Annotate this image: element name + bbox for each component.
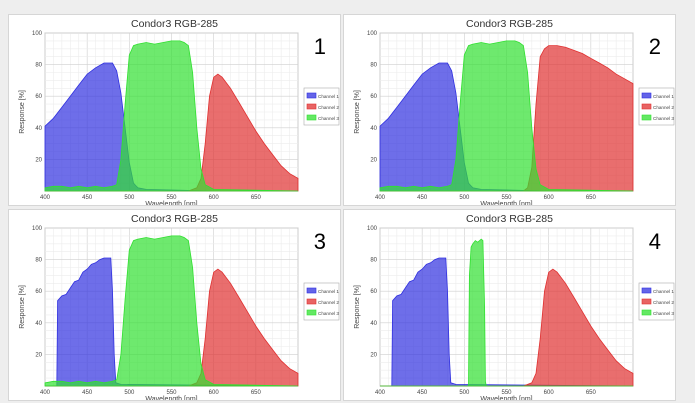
legend-entry: Channel 1 <box>318 94 339 99</box>
series-area-channel-3 <box>380 238 633 387</box>
y-tick-label: 100 <box>32 31 43 37</box>
legend-swatch <box>306 92 317 99</box>
x-tick-label: 600 <box>544 390 555 396</box>
x-tick-label: 500 <box>459 390 470 396</box>
y-axis-label: Response [%] <box>19 285 26 329</box>
legend-entry: Channel 2 <box>318 300 339 305</box>
series-area-channel-1 <box>45 257 299 387</box>
y-tick-label: 100 <box>367 226 378 232</box>
x-tick-label: 550 <box>166 195 177 201</box>
x-tick-label: 400 <box>40 390 51 396</box>
legend-entry: Channel 2 <box>318 105 339 110</box>
chart-title: Condor3 RGB-285 <box>131 18 218 30</box>
y-tick-label: 20 <box>35 157 42 163</box>
legend-swatch <box>641 114 652 121</box>
legend-entry: Channel 3 <box>653 116 674 121</box>
spectral-response-chart-2: 400 450 500 550 600 650 20 40 60 80 100 Wavelength … <box>354 31 674 206</box>
y-axis-label: Response [%] <box>354 285 361 329</box>
panel-number: 3 <box>313 229 326 254</box>
x-tick-label: 650 <box>251 195 262 201</box>
x-tick-label: 400 <box>375 390 386 396</box>
x-tick-label: 600 <box>209 195 220 201</box>
y-tick-label: 60 <box>370 94 377 100</box>
x-tick-label: 450 <box>82 195 93 201</box>
x-tick-label: 500 <box>124 390 135 396</box>
chart-panel-1: Condor3 RGB-285 1 400 450 500 550 600 650 20 40… <box>8 14 341 206</box>
y-tick-label: 80 <box>370 63 377 69</box>
series-area-channel-3 <box>44 235 299 387</box>
spectral-response-chart-1: 400 450 500 550 600 650 20 40 60 80 100 Wavelength … <box>19 31 339 206</box>
x-tick-label: 550 <box>501 390 512 396</box>
x-axis-label: Wavelength [nm] <box>145 396 197 401</box>
legend-swatch <box>641 92 652 99</box>
series-area-channel-2 <box>380 268 634 387</box>
y-axis-label: Response [%] <box>19 90 26 134</box>
legend-swatch <box>306 298 317 305</box>
chart-panel-4: Condor3 RGB-285 4 400 450 500 550 600 650 20 40… <box>343 209 676 401</box>
x-tick-label: 550 <box>166 390 177 396</box>
legend-entry: Channel 3 <box>318 116 339 121</box>
x-tick-label: 450 <box>417 195 428 201</box>
chart-title: Condor3 RGB-285 <box>466 213 553 225</box>
x-tick-label: 450 <box>417 390 428 396</box>
y-tick-label: 80 <box>35 63 42 69</box>
y-tick-label: 40 <box>370 321 377 327</box>
x-tick-label: 400 <box>40 195 51 201</box>
panel-number: 2 <box>648 34 661 59</box>
x-tick-label: 600 <box>209 390 220 396</box>
legend-swatch <box>641 103 652 110</box>
legend-entry: Channel 3 <box>318 311 339 316</box>
x-axis-label: Wavelength [nm] <box>145 201 197 206</box>
legend-swatch <box>306 309 317 316</box>
x-tick-label: 500 <box>124 195 135 201</box>
chart-title: Condor3 RGB-285 <box>466 18 553 30</box>
y-tick-label: 40 <box>370 126 377 132</box>
y-tick-label: 20 <box>370 352 377 358</box>
y-tick-label: 40 <box>35 321 42 327</box>
legend-swatch <box>306 103 317 110</box>
series-area-channel-3 <box>44 40 299 192</box>
x-tick-label: 500 <box>459 195 470 201</box>
x-axis-label: Wavelength [nm] <box>480 201 532 206</box>
x-tick-label: 400 <box>375 195 386 201</box>
y-tick-label: 80 <box>35 258 42 264</box>
spectral-response-chart-3: 400 450 500 550 600 650 20 40 60 80 100 Wavelength … <box>19 226 339 401</box>
y-tick-label: 20 <box>370 157 377 163</box>
legend-entry: Channel 1 <box>318 289 339 294</box>
x-axis-label: Wavelength [nm] <box>480 396 532 401</box>
panel-number: 1 <box>313 34 326 59</box>
chart-panel-2: Condor3 RGB-285 2 400 450 500 550 600 650 20 40… <box>343 14 676 206</box>
chart-title: Condor3 RGB-285 <box>131 213 218 225</box>
legend-entry: Channel 3 <box>653 311 674 316</box>
panel-number: 4 <box>648 229 661 254</box>
y-tick-label: 100 <box>32 226 43 232</box>
x-tick-label: 600 <box>544 195 555 201</box>
series-area-channel-3 <box>379 40 634 192</box>
y-tick-label: 80 <box>370 258 377 264</box>
spectral-response-chart-4: 400 450 500 550 600 650 20 40 60 80 100 Wavelength … <box>354 226 674 401</box>
y-tick-label: 40 <box>35 126 42 132</box>
y-tick-label: 60 <box>35 94 42 100</box>
series-area-channel-1 <box>380 257 634 387</box>
legend-swatch <box>306 114 317 121</box>
y-axis-label: Response [%] <box>354 90 361 134</box>
chart-panel-3: Condor3 RGB-285 3 400 450 500 550 600 650 20 40… <box>8 209 341 401</box>
x-tick-label: 450 <box>82 390 93 396</box>
x-tick-label: 550 <box>501 195 512 201</box>
x-tick-label: 650 <box>251 390 262 396</box>
x-tick-label: 650 <box>586 195 597 201</box>
legend-swatch <box>641 287 652 294</box>
legend-swatch <box>641 309 652 316</box>
legend-swatch <box>641 298 652 305</box>
y-tick-label: 100 <box>367 31 378 37</box>
y-tick-label: 60 <box>35 289 42 295</box>
x-tick-label: 650 <box>586 390 597 396</box>
legend-swatch <box>306 287 317 294</box>
legend-entry: Channel 2 <box>653 300 674 305</box>
y-tick-label: 20 <box>35 352 42 358</box>
legend-entry: Channel 1 <box>653 94 674 99</box>
legend-entry: Channel 1 <box>653 289 674 294</box>
y-tick-label: 60 <box>370 289 377 295</box>
legend-entry: Channel 2 <box>653 105 674 110</box>
